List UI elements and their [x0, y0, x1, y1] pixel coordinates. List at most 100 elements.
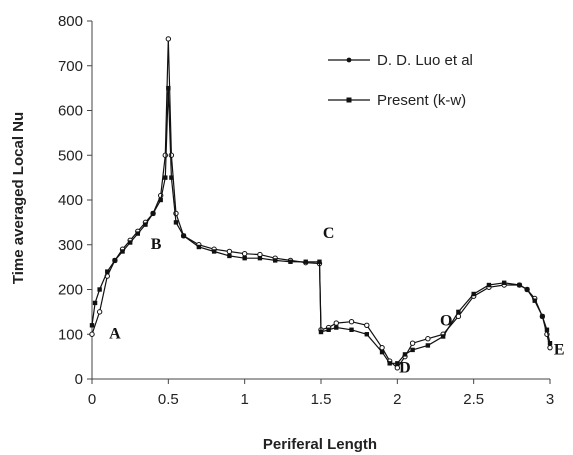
- x-tick-label: 2.5: [463, 391, 484, 408]
- data-point: [348, 319, 355, 325]
- data-point: [162, 152, 168, 158]
- data-point: [517, 282, 522, 288]
- data-point: [410, 347, 415, 353]
- data-point: [241, 251, 248, 257]
- data-point: [181, 233, 186, 238]
- data-point: [105, 269, 110, 274]
- legend-label-luo: D. D. Luo et al: [377, 52, 473, 69]
- data-point: [135, 231, 140, 236]
- data-point: [257, 255, 263, 261]
- data-point: [96, 309, 103, 315]
- data-point: [92, 300, 98, 306]
- data-point: [544, 327, 550, 332]
- series-present: [89, 85, 553, 366]
- y-tick-label: 800: [58, 13, 83, 30]
- data-point: [349, 327, 354, 332]
- data-point: [89, 331, 95, 337]
- data-point: [502, 280, 507, 285]
- legend-item-luo: D. D. Luo et al: [328, 52, 473, 69]
- y-axis-title: Time averaged Local Nu: [10, 112, 27, 284]
- data-point: [226, 248, 233, 255]
- data-point: [165, 36, 172, 42]
- data-point: [173, 220, 179, 225]
- data-point: [166, 85, 171, 91]
- series-line: [91, 88, 551, 364]
- y-tick-label: 100: [58, 326, 83, 343]
- series-line: [91, 38, 551, 369]
- x-tick-label: 0: [88, 391, 96, 408]
- legend-item-present: Present (k-w): [328, 92, 466, 109]
- x-tick-label: 0.5: [158, 391, 179, 408]
- data-point: [143, 222, 148, 227]
- data-point: [120, 249, 125, 254]
- legend-marker-present: [346, 97, 352, 103]
- data-point: [402, 352, 408, 357]
- legend: D. D. Luo et al Present (k-w): [328, 52, 473, 109]
- data-point: [227, 253, 232, 259]
- y-tick-label: 200: [58, 282, 83, 299]
- data-point: [242, 255, 247, 261]
- y-tick-label: 500: [58, 147, 83, 164]
- data-point: [364, 332, 369, 337]
- y-tick-label: 600: [58, 103, 83, 120]
- y-tick-label: 0: [75, 371, 83, 388]
- annotation-b: B: [151, 236, 162, 253]
- data-point: [387, 361, 392, 366]
- data-point: [532, 298, 537, 303]
- data-point: [334, 325, 339, 330]
- data-point: [288, 259, 293, 264]
- data-point: [547, 344, 553, 351]
- data-point: [524, 287, 530, 292]
- y-tick-label: 300: [58, 237, 83, 254]
- data-point: [158, 197, 163, 203]
- annotation-e: E: [554, 341, 565, 358]
- data-point: [547, 341, 553, 346]
- annotation-d: D: [399, 359, 411, 376]
- annotations: A B C D O E: [109, 225, 564, 376]
- data-point: [89, 323, 95, 328]
- data-point: [540, 314, 545, 319]
- data-point: [318, 329, 324, 335]
- data-point: [303, 259, 308, 264]
- data-point: [425, 343, 431, 348]
- data-point: [196, 244, 202, 250]
- data-point: [486, 282, 492, 288]
- annotation-c: C: [323, 225, 335, 242]
- data-point: [394, 365, 401, 371]
- data-point: [409, 340, 416, 346]
- data-point: [326, 327, 331, 332]
- data-point: [425, 336, 431, 342]
- data-point: [456, 309, 461, 315]
- x-tick-label: 1.5: [311, 391, 332, 408]
- legend-label-present: Present (k-w): [377, 92, 466, 109]
- legend-marker-luo: [346, 57, 352, 63]
- data-point: [395, 361, 400, 366]
- x-tick-label: 3: [546, 391, 554, 408]
- data-point: [112, 258, 118, 263]
- series-layer: [89, 36, 553, 371]
- data-point: [364, 322, 370, 328]
- x-tick-label: 1: [240, 391, 248, 408]
- data-point: [127, 240, 133, 245]
- y-tick-label: 700: [58, 58, 83, 75]
- y-tick-label: 400: [58, 192, 83, 209]
- data-point: [379, 344, 385, 351]
- data-point: [471, 291, 476, 297]
- data-point: [273, 258, 278, 263]
- data-point: [333, 320, 339, 326]
- data-point: [97, 287, 102, 292]
- data-point: [163, 175, 168, 180]
- data-point: [317, 259, 322, 264]
- x-ticks: 0 0.5 1 1.5 2 2.5 3: [88, 379, 554, 408]
- data-point: [440, 334, 446, 339]
- data-point: [211, 249, 217, 254]
- data-point: [169, 175, 174, 180]
- x-tick-label: 2: [393, 391, 401, 408]
- annotation-o: O: [440, 312, 452, 329]
- data-point: [379, 349, 385, 355]
- y-ticks: 0 100 200 300 400 500 600 700 800: [58, 13, 92, 388]
- data-point: [168, 152, 175, 158]
- annotation-a: A: [109, 326, 121, 343]
- x-axis-title: Periferal Length: [263, 436, 377, 453]
